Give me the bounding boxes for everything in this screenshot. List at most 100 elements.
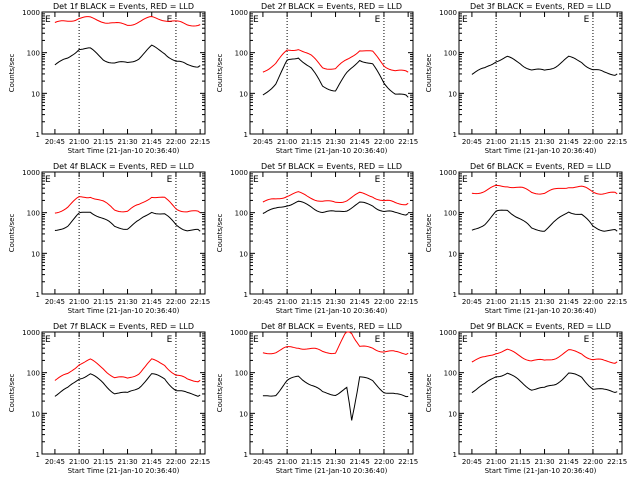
- x-tick-label: 21:45: [559, 458, 579, 466]
- x-tick-label: 22:15: [607, 458, 627, 466]
- x-tick-label: 21:00: [277, 298, 297, 306]
- x-tick-label: 21:00: [277, 458, 297, 466]
- detector-panel-4: Det 4f BLACK = Events, RED = LLD 1 10 100 10…: [8, 162, 210, 315]
- y-axis-label: Counts/sec: [216, 214, 224, 253]
- x-tick-label: 22:00: [583, 458, 603, 466]
- y-tick-label: 1: [453, 291, 457, 299]
- y-axis-label: Counts/sec: [425, 374, 433, 413]
- x-tick-label: 22:15: [398, 298, 418, 306]
- x-tick-label: 20:45: [462, 458, 482, 466]
- series-events-line: [54, 373, 201, 397]
- y-tick-label: 100: [444, 370, 457, 378]
- panel-title: Det 6f BLACK = Events, RED = LLD: [470, 162, 611, 171]
- series-events-line: [54, 44, 201, 68]
- x-axis-label: Start Time (21-Jan-10 20:36:40): [68, 147, 180, 155]
- panel-title: Det 3f BLACK = Events, RED = LLD: [470, 2, 611, 11]
- x-tick-label: 21:00: [69, 298, 89, 306]
- x-axis-label: Start Time (21-Jan-10 20:36:40): [276, 467, 388, 475]
- event-marker-label: E: [253, 175, 259, 185]
- y-axis-label: Counts/sec: [216, 374, 224, 413]
- x-tick-label: 22:00: [583, 298, 603, 306]
- detector-panel-5: Det 5f BLACK = Events, RED = LLD 1 10 100 10…: [216, 162, 418, 315]
- y-axis-label: Counts/sec: [8, 374, 16, 413]
- event-marker-label: E: [584, 15, 590, 25]
- plot-frame: [458, 171, 623, 295]
- x-tick-label: 21:00: [69, 138, 89, 146]
- event-marker-label: E: [45, 175, 51, 185]
- y-tick-label: 100: [235, 210, 248, 218]
- y-tick-label: 10: [239, 250, 248, 258]
- y-tick-label: 1000: [22, 169, 40, 177]
- detector-panel-2: Det 2f BLACK = Events, RED = LLD 1 10 100 10…: [216, 2, 418, 155]
- y-tick-label: 100: [27, 50, 40, 58]
- x-axis-label: Start Time (21-Jan-10 20:36:40): [485, 147, 597, 155]
- series-lld-line: [262, 191, 409, 206]
- panel-title: Det 5f BLACK = Events, RED = LLD: [261, 162, 402, 171]
- y-tick-label: 100: [444, 50, 457, 58]
- x-tick-label: 21:45: [142, 458, 162, 466]
- y-axis-label: Counts/sec: [425, 54, 433, 93]
- series-events-line: [471, 372, 618, 394]
- x-tick-label: 22:15: [398, 458, 418, 466]
- x-tick-label: 22:00: [166, 458, 186, 466]
- x-axis-label: Start Time (21-Jan-10 20:36:40): [276, 147, 388, 155]
- series-events-line: [262, 57, 409, 98]
- x-tick-label: 21:45: [142, 298, 162, 306]
- x-tick-label: 21:45: [559, 298, 579, 306]
- y-tick-label: 10: [239, 410, 248, 418]
- x-tick-label: 21:00: [486, 138, 506, 146]
- event-marker-label: E: [253, 15, 259, 25]
- plot-frame: [458, 331, 623, 455]
- x-tick-label: 21:15: [510, 458, 530, 466]
- y-tick-label: 1: [453, 131, 457, 139]
- y-axis-label: Counts/sec: [8, 214, 16, 253]
- x-tick-label: 21:30: [117, 298, 137, 306]
- x-tick-label: 20:45: [45, 298, 65, 306]
- y-tick-label: 1: [453, 451, 457, 459]
- x-tick-label: 21:15: [510, 298, 530, 306]
- event-marker-label: E: [462, 15, 468, 25]
- x-tick-label: 20:45: [253, 138, 273, 146]
- x-tick-label: 22:00: [166, 138, 186, 146]
- series-events-line: [262, 200, 409, 216]
- y-tick-label: 1: [244, 451, 248, 459]
- x-tick-label: 21:15: [301, 298, 321, 306]
- x-tick-label: 21:15: [93, 138, 113, 146]
- panel-title: Det 2f BLACK = Events, RED = LLD: [261, 2, 402, 11]
- plot-frame: [249, 331, 414, 455]
- event-marker-label: E: [45, 15, 51, 25]
- x-tick-label: 21:00: [486, 298, 506, 306]
- series-lld-line: [262, 331, 409, 356]
- y-tick-label: 10: [448, 410, 457, 418]
- y-tick-label: 1000: [230, 329, 248, 337]
- x-tick-label: 21:15: [301, 458, 321, 466]
- y-tick-label: 1: [244, 291, 248, 299]
- x-axis-label: Start Time (21-Jan-10 20:36:40): [68, 307, 180, 315]
- x-tick-label: 22:15: [607, 298, 627, 306]
- series-lld-line: [54, 358, 201, 383]
- y-tick-label: 1000: [439, 9, 457, 17]
- y-tick-label: 10: [239, 90, 248, 98]
- y-tick-label: 10: [31, 410, 40, 418]
- y-tick-label: 10: [448, 250, 457, 258]
- series-lld-line: [54, 15, 201, 27]
- event-marker-label: E: [462, 175, 468, 185]
- panel-title: Det 8f BLACK = Events, RED = LLD: [261, 322, 402, 331]
- y-axis-label: Counts/sec: [8, 54, 16, 93]
- detector-panel-6: Det 6f BLACK = Events, RED = LLD 1 10 100 10…: [425, 162, 627, 315]
- y-tick-label: 1000: [230, 9, 248, 17]
- event-marker-label: E: [253, 335, 259, 345]
- x-tick-label: 22:00: [374, 458, 394, 466]
- x-tick-label: 22:15: [190, 298, 210, 306]
- x-tick-label: 20:45: [462, 298, 482, 306]
- panel-title: Det 4f BLACK = Events, RED = LLD: [53, 162, 194, 171]
- y-tick-label: 1: [36, 291, 40, 299]
- event-marker-label: E: [167, 15, 173, 25]
- x-tick-label: 22:00: [166, 298, 186, 306]
- event-marker-label: E: [375, 175, 381, 185]
- series-lld-line: [262, 49, 409, 73]
- x-tick-label: 21:30: [117, 138, 137, 146]
- x-tick-label: 21:30: [117, 458, 137, 466]
- event-marker-label: E: [375, 335, 381, 345]
